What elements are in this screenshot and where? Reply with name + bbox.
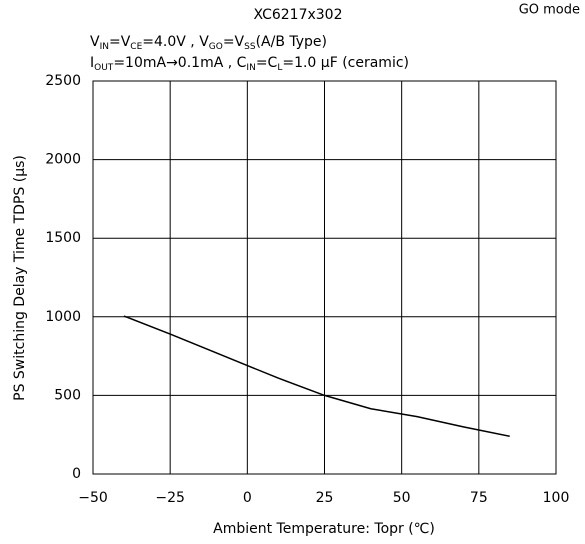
- subtitle-part: IN: [246, 63, 255, 73]
- subtitle-part: (A/B Type): [256, 34, 327, 50]
- x-tick-label: 25: [316, 490, 334, 506]
- line-series: [123, 315, 510, 438]
- subtitle-part: V: [90, 34, 100, 50]
- subtitle-part: =10mA→0.1mA , C: [113, 55, 246, 71]
- y-tick-label: 2000: [45, 152, 81, 168]
- x-tick-label: 100: [543, 490, 570, 506]
- subtitle-part: L: [277, 63, 282, 73]
- subtitle-part: SS: [244, 42, 256, 52]
- x-tick-label: 0: [243, 490, 252, 506]
- subtitle-part: =C: [256, 55, 278, 71]
- y-tick-label: 1000: [45, 309, 81, 325]
- y-tick-label: 2500: [45, 73, 81, 89]
- subtitle-part: GO: [209, 42, 223, 52]
- y-tick-label: 0: [72, 466, 81, 482]
- subtitle: IOUT=10mA→0.1mA , CIN=CL=1.0 μF (ceramic…: [90, 55, 409, 73]
- subtitle: VIN=VCE=4.0V , VGO=VSS(A/B Type): [90, 34, 327, 52]
- subtitle-part: I: [90, 55, 94, 71]
- x-axis-label: Ambient Temperature: Topr (℃): [213, 521, 435, 537]
- subtitle-part: =1.0 μF (ceramic): [282, 55, 409, 71]
- subtitle-part: CE: [130, 42, 142, 52]
- y-tick-label: 1500: [45, 230, 81, 246]
- x-tick-label: 75: [470, 490, 488, 506]
- subtitle-part: =V: [223, 34, 245, 50]
- y-tick-label: 500: [54, 387, 81, 403]
- x-tick-label: 50: [393, 490, 411, 506]
- y-axis-label: PS Switching Delay Time TDPS (μs): [12, 155, 28, 401]
- x-tick-label: −25: [155, 490, 185, 506]
- subtitle-part: IN: [100, 42, 109, 52]
- annotation: GO mode: [519, 3, 580, 18]
- subtitle-part: =V: [109, 34, 131, 50]
- chart-title: XC6217x302: [254, 7, 343, 23]
- subtitle-part: OUT: [94, 63, 114, 73]
- subtitle-part: =4.0V , V: [142, 34, 209, 50]
- x-tick-label: −50: [78, 490, 108, 506]
